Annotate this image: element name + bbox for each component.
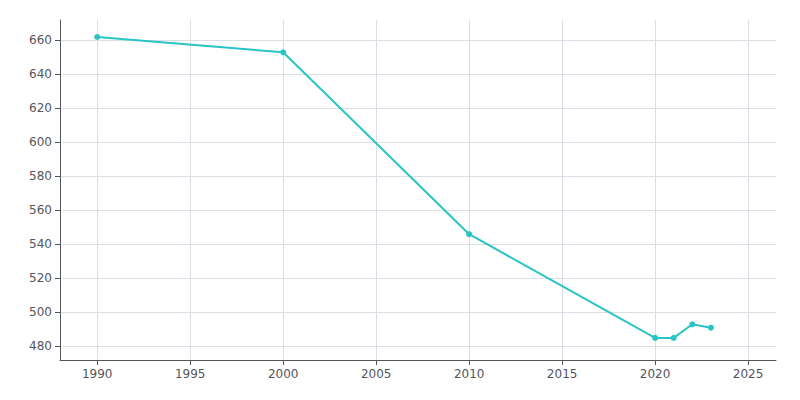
svg-text:2010: 2010	[454, 367, 485, 381]
svg-text:2000: 2000	[268, 367, 299, 381]
svg-text:480: 480	[29, 339, 52, 353]
svg-text:2020: 2020	[640, 367, 671, 381]
svg-text:540: 540	[29, 237, 52, 251]
svg-text:2005: 2005	[361, 367, 392, 381]
svg-text:640: 640	[29, 67, 52, 81]
svg-text:620: 620	[29, 101, 52, 115]
svg-text:2025: 2025	[733, 367, 764, 381]
svg-text:1990: 1990	[82, 367, 113, 381]
svg-text:500: 500	[29, 305, 52, 319]
svg-text:580: 580	[29, 169, 52, 183]
svg-text:520: 520	[29, 271, 52, 285]
svg-text:1995: 1995	[175, 367, 206, 381]
svg-text:560: 560	[29, 203, 52, 217]
svg-text:600: 600	[29, 135, 52, 149]
svg-text:660: 660	[29, 33, 52, 47]
svg-text:2015: 2015	[547, 367, 578, 381]
